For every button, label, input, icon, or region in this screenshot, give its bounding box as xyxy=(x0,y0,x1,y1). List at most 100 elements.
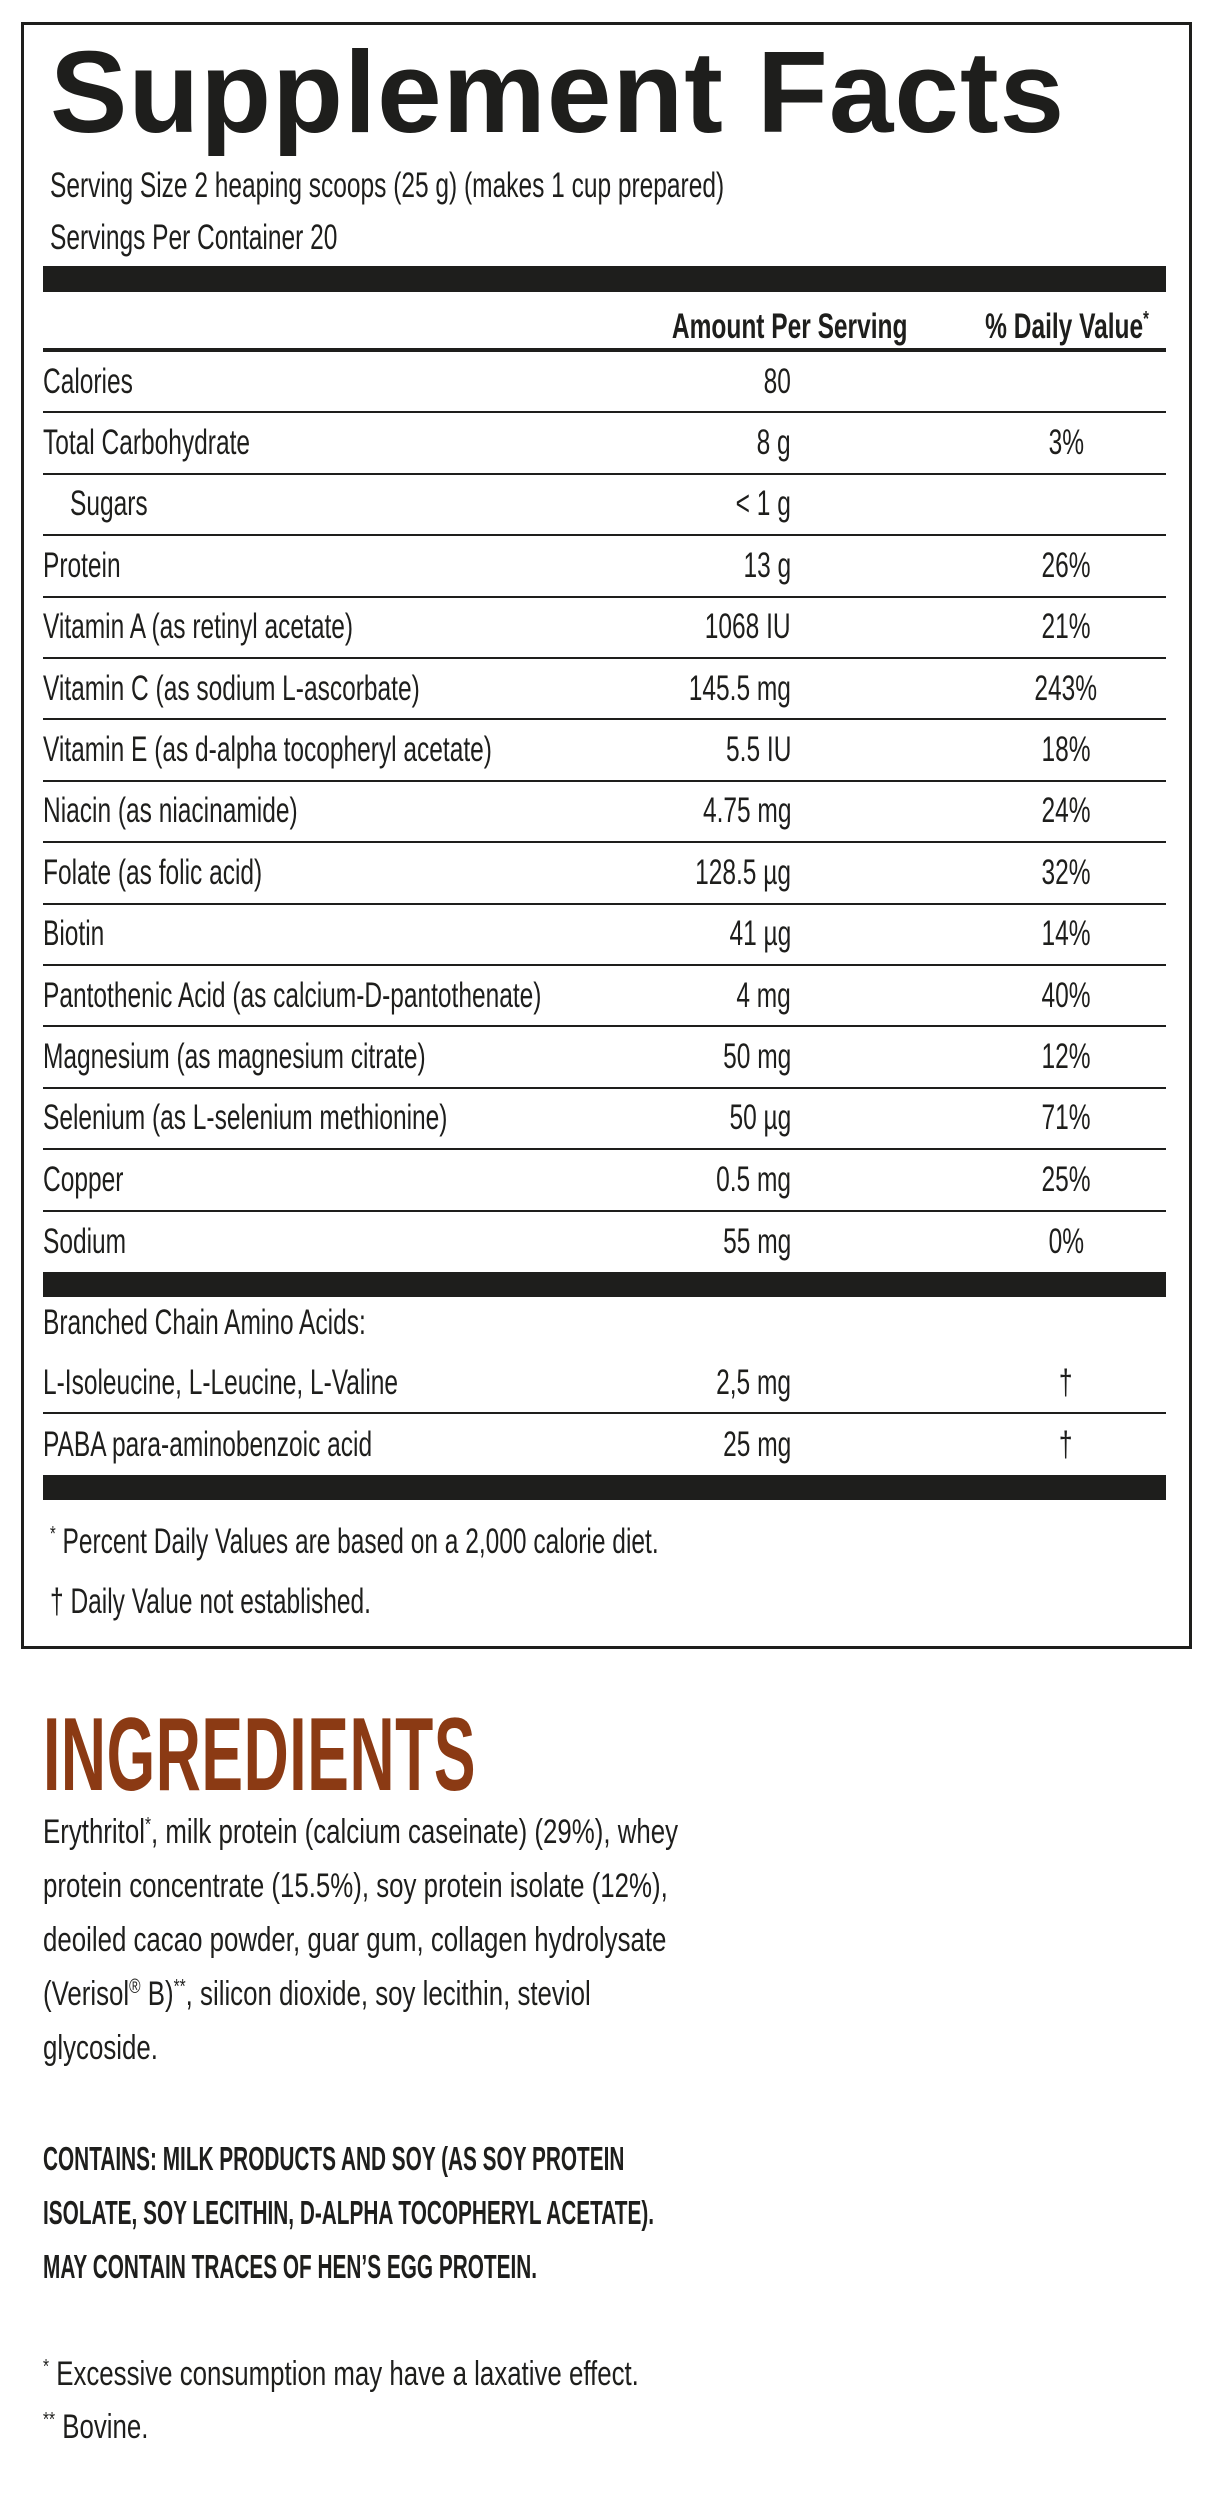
amount-cell: 25 mg xyxy=(43,1414,791,1475)
daily-value-cell: 0% xyxy=(966,1212,1166,1273)
amount-cell: 8 g xyxy=(43,413,791,472)
daily-value: 14% xyxy=(1041,914,1091,954)
nutrient-name-cell: Calories xyxy=(43,352,171,411)
nutrient-name-cell: L-Isoleucine, L-Leucine, L-Valine xyxy=(43,1353,550,1412)
daily-value: 18% xyxy=(1041,730,1091,770)
amount-value: 25 mg xyxy=(722,1425,791,1465)
nutrient-name: Folate (as folic acid) xyxy=(43,852,263,892)
allergen-line: MAY CONTAIN TRACES OF HEN’S EGG PROTEIN. xyxy=(43,2248,538,2285)
daily-value-cell: † xyxy=(966,1353,1166,1412)
servings-per-container: Servings Per Container 20 xyxy=(50,218,338,257)
daily-value: 25% xyxy=(1041,1159,1091,1199)
daily-value: † xyxy=(1059,1362,1073,1402)
table-row: Vitamin E (as d-alpha tocopheryl acetate… xyxy=(43,720,1166,782)
table-row: Protein 13 g 26% xyxy=(43,536,1166,598)
nutrient-name-cell: Selenium (as L-selenium methionine) xyxy=(43,1089,621,1148)
footnote-text: Excessive consumption may have a laxativ… xyxy=(49,2355,639,2393)
table-row: Folate (as folic acid) 128.5 µg 32% xyxy=(43,843,1166,905)
nutrient-name-cell: Copper xyxy=(43,1150,158,1209)
ingredients-line: glycoside. xyxy=(43,2028,158,2068)
superscript-mark: ® xyxy=(129,1975,141,1998)
nutrient-name-cell: Vitamin E (as d-alpha tocopheryl acetate… xyxy=(43,720,684,779)
daily-value-cell: 21% xyxy=(966,598,1166,657)
amount-value: 0.5 mg xyxy=(716,1159,791,1199)
amount-value: 55 mg xyxy=(722,1222,791,1262)
ingredient-footnote: * Excessive consumption may have a laxat… xyxy=(43,2354,639,2394)
daily-value: 0% xyxy=(1048,1222,1084,1262)
nutrient-name: Vitamin A (as retinyl acetate) xyxy=(43,607,354,647)
footnote-mark: ** xyxy=(43,2408,56,2431)
nutrient-name: Selenium (as L-selenium methionine) xyxy=(43,1098,448,1138)
daily-value-cell: 32% xyxy=(966,843,1166,902)
table-row: Sodium 55 mg 0% xyxy=(43,1212,1166,1273)
column-header-row: Amount Per Serving % Daily Value* xyxy=(43,305,1166,352)
thick-divider xyxy=(43,1272,1166,1297)
amount-value: 50 µg xyxy=(729,1098,791,1138)
daily-value-cell xyxy=(966,352,1166,411)
table-row: Copper 0.5 mg 25% xyxy=(43,1150,1166,1212)
table-row: Selenium (as L-selenium methionine) 50 µg… xyxy=(43,1089,1166,1151)
footnote-daily-values: * Percent Daily Values are based on a 2,… xyxy=(50,1522,659,1561)
nutrient-name-cell: PABA para-aminobenzoic acid xyxy=(43,1414,513,1475)
daily-value-cell: 14% xyxy=(966,905,1166,964)
ingredients-text: deoiled cacao powder, guar gum, collagen… xyxy=(43,1921,667,1959)
amount-value: 13 g xyxy=(743,545,791,585)
footnote-text: Bovine. xyxy=(55,2408,149,2446)
nutrient-name: Protein xyxy=(43,545,121,585)
thick-divider xyxy=(43,1475,1166,1500)
ingredients-text: glycoside. xyxy=(43,2029,158,2067)
amount-value: 80 xyxy=(763,361,791,401)
amount-value: 128.5 µg xyxy=(695,852,791,892)
ingredients-line: protein concentrate (15.5%), soy protein… xyxy=(43,1866,668,1906)
superscript-mark: * xyxy=(144,1813,151,1836)
daily-value: 21% xyxy=(1041,607,1091,647)
ingredients-line: deoiled cacao powder, guar gum, collagen… xyxy=(43,1920,666,1960)
bcaa-heading: Branched Chain Amino Acids: xyxy=(43,1303,366,1342)
nutrient-name: Magnesium (as magnesium citrate) xyxy=(43,1037,426,1077)
nutrient-name: Copper xyxy=(43,1159,124,1199)
allergen-line: CONTAINS: MILK PRODUCTS AND SOY (AS SOY … xyxy=(43,2140,625,2177)
amount-value: 2,5 mg xyxy=(716,1362,791,1402)
nutrient-name: Sugars xyxy=(70,484,148,524)
footnote-mark: * xyxy=(43,2355,50,2378)
table-row: Vitamin A (as retinyl acetate) 1068 IU 21% xyxy=(43,598,1166,659)
thick-divider xyxy=(43,266,1166,292)
daily-value-cell: 12% xyxy=(966,1027,1166,1086)
nutrient-name-cell: Niacin (as niacinamide) xyxy=(43,782,407,841)
nutrient-name: Vitamin E (as d-alpha tocopheryl acetate… xyxy=(43,730,492,770)
nutrient-name-cell: Vitamin C (as sodium L-ascorbate) xyxy=(43,659,581,718)
facts-title: Supplement Facts xyxy=(50,27,1066,157)
daily-value-cell: 18% xyxy=(966,720,1166,779)
table-row: Calories 80 xyxy=(43,352,1166,414)
ingredients-text: , silicon dioxide, soy lecithin, steviol xyxy=(185,1975,591,2013)
daily-value-cell: 25% xyxy=(966,1150,1166,1209)
amount-cell: 1068 IU xyxy=(43,598,791,657)
footnote-not-established: † Daily Value not established. xyxy=(50,1582,371,1621)
table-row: Vitamin C (as sodium L-ascorbate) 145.5 m… xyxy=(43,659,1166,721)
daily-value: † xyxy=(1059,1425,1073,1465)
amount-cell: 0.5 mg xyxy=(43,1150,791,1209)
amount-value: 50 mg xyxy=(722,1037,791,1077)
nutrient-name-cell: Vitamin A (as retinyl acetate) xyxy=(43,598,486,657)
table-row: L-Isoleucine, L-Leucine, L-Valine 2,5 mg † xyxy=(43,1353,1166,1415)
amount-cell: 145.5 mg xyxy=(43,659,791,718)
nutrient-name: Niacin (as niacinamide) xyxy=(43,791,298,831)
table-row: Sugars < 1 g xyxy=(43,475,1166,537)
amount-cell: 55 mg xyxy=(43,1212,791,1273)
daily-value-cell: 71% xyxy=(966,1089,1166,1148)
amount-cell: 80 xyxy=(43,352,791,411)
nutrient-name: Biotin xyxy=(43,914,105,954)
ingredients-line: Erythritol*, milk protein (calcium casei… xyxy=(43,1812,678,1852)
amount-value: < 1 g xyxy=(735,484,791,524)
ingredients-text: (Verisol xyxy=(43,1975,130,2013)
ingredients-text: protein concentrate (15.5%), soy protein… xyxy=(43,1867,668,1905)
daily-value: 12% xyxy=(1041,1037,1091,1077)
amount-value: 41 µg xyxy=(729,914,791,954)
amount-cell: 4.75 mg xyxy=(43,782,791,841)
ingredients-text: B) xyxy=(140,1975,174,2013)
daily-value: 32% xyxy=(1041,852,1091,892)
table-row: PABA para-aminobenzoic acid 25 mg † xyxy=(43,1414,1166,1475)
supplement-facts-panel xyxy=(21,22,1192,1649)
nutrient-name-cell: Magnesium (as magnesium citrate) xyxy=(43,1027,590,1086)
amount-value: 1068 IU xyxy=(705,607,791,647)
